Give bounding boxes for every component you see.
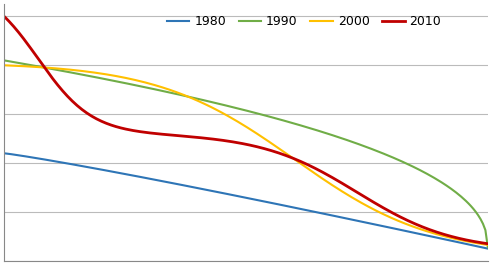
Legend: 1980, 1990, 2000, 2010: 1980, 1990, 2000, 2010 (162, 10, 446, 33)
1990 (130, 83, 136, 86)
Line: 1990: 1990 (4, 60, 488, 248)
1990 (444, 184, 450, 187)
2010 (461, 238, 466, 241)
Line: 2000: 2000 (4, 65, 488, 245)
1980 (91, 167, 97, 170)
2000 (485, 243, 491, 246)
2000 (130, 78, 136, 81)
1980 (485, 247, 491, 250)
2000 (444, 235, 450, 238)
2010 (1, 15, 7, 18)
2000 (91, 71, 97, 74)
1980 (461, 242, 466, 245)
2010 (31, 50, 36, 54)
1990 (91, 75, 97, 78)
1980 (31, 156, 36, 159)
2010 (485, 242, 491, 245)
2010 (91, 116, 97, 119)
1990 (21, 62, 27, 65)
2000 (461, 239, 466, 242)
1980 (21, 154, 27, 158)
2000 (31, 65, 36, 68)
2000 (21, 65, 27, 68)
1990 (31, 64, 36, 67)
2010 (444, 233, 450, 237)
1980 (444, 238, 450, 241)
2010 (130, 129, 136, 132)
1990 (461, 197, 466, 200)
1990 (1, 59, 7, 62)
2010 (21, 37, 27, 40)
Line: 2010: 2010 (4, 16, 488, 244)
Line: 1980: 1980 (4, 153, 488, 249)
1980 (130, 174, 136, 177)
1990 (485, 246, 491, 249)
1980 (1, 152, 7, 155)
2000 (1, 64, 7, 67)
